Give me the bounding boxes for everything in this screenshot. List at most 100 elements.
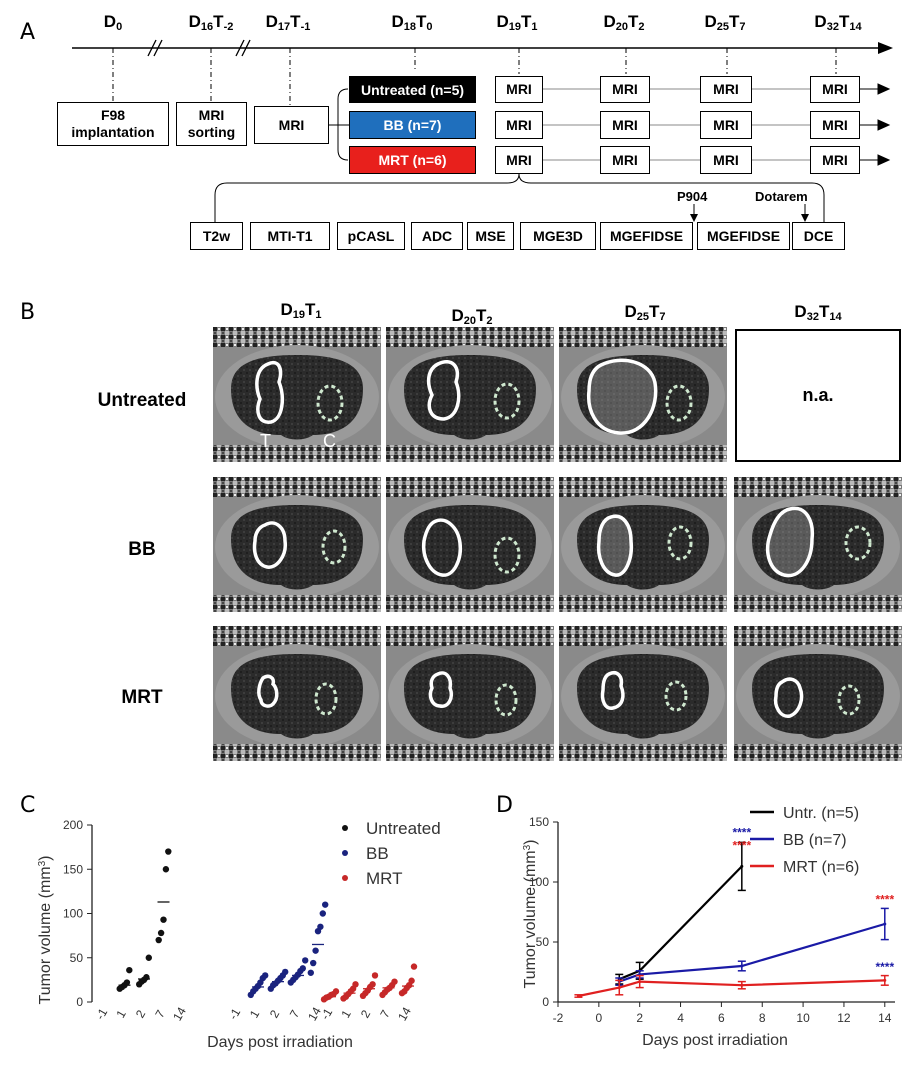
x-tick-label: 4 — [677, 1011, 684, 1025]
data-point — [332, 988, 340, 995]
column-header: D25T7 — [624, 302, 666, 323]
contralateral-roi — [667, 525, 693, 561]
data-point — [126, 966, 133, 974]
series-line — [578, 979, 885, 998]
column-header: D20T2 — [451, 306, 493, 327]
x-tick-label: 2 — [636, 1011, 643, 1025]
sequence-box: MGE3D — [520, 222, 596, 250]
implantation-box: F98 implantation — [57, 102, 169, 146]
x-tick-label: -1 — [318, 1006, 336, 1023]
mri-image-mrt-d19 — [213, 626, 381, 761]
contralateral-roi — [837, 684, 861, 716]
timepoint-label: D25T7 — [704, 12, 746, 33]
timepoint-label: D16T-2 — [188, 12, 234, 33]
panel-d-letter: D — [496, 793, 513, 818]
group-untreated-box: Untreated (n=5) — [349, 76, 476, 103]
legend: Untreated BB MRT — [342, 819, 441, 888]
timeline-svg — [72, 39, 893, 222]
panel-c-letter: C — [20, 793, 36, 818]
tumor-roi — [596, 514, 634, 577]
data-point — [319, 910, 326, 917]
timepoint-label: D18T0 — [391, 12, 433, 33]
sequence-box: pCASL — [337, 222, 405, 250]
tumor-roi — [773, 677, 804, 718]
y-tick-label: 100 — [63, 907, 83, 921]
mri-image-mrt-d20 — [386, 626, 554, 761]
tumor-roi — [765, 506, 815, 578]
x-tick-label: 14 — [170, 1004, 189, 1023]
x-tick-label: 2 — [267, 1007, 283, 1020]
x-tick-label: 14 — [878, 1011, 892, 1025]
mri-box: MRI — [600, 76, 650, 103]
legend-label-mrt: MRT — [366, 869, 403, 888]
contralateral-roi — [493, 536, 521, 574]
group-bb-box: BB (n=7) — [349, 111, 476, 139]
mri-box: MRI — [495, 111, 543, 139]
tumor-roi — [255, 361, 285, 424]
mri-image-bb-d20 — [386, 477, 554, 612]
data-point — [262, 972, 269, 979]
legend-marker-bb — [342, 850, 348, 856]
x-tick-label: 7 — [287, 1007, 303, 1020]
data-point — [165, 848, 172, 855]
y-tick-label: 50 — [70, 951, 84, 965]
tumor-roi — [257, 674, 279, 708]
y-tick-label: 150 — [529, 815, 549, 829]
contralateral-roi — [494, 683, 518, 717]
mri-image-untreated-d25 — [559, 327, 727, 462]
legend-label-bb: BB (n=7) — [783, 832, 847, 849]
timeline-break — [235, 39, 245, 57]
y-tick-label: 100 — [529, 875, 549, 889]
data-point — [307, 969, 314, 976]
mri-box: MRI — [495, 146, 543, 174]
data-point — [282, 968, 289, 976]
mri-image-bb-d19 — [213, 477, 381, 612]
x-tick-label: 1 — [338, 1007, 354, 1020]
panel-a-letter: A — [20, 20, 36, 45]
timeline-break — [241, 39, 251, 57]
x-tick-label: 8 — [759, 1011, 766, 1025]
x-axis-label: Days post irradiation — [207, 1034, 353, 1051]
contralateral-roi — [493, 382, 521, 420]
legend-marker-mrt — [342, 875, 348, 881]
data-point — [145, 954, 152, 961]
row-label-mrt: MRT — [121, 687, 163, 708]
timepoint-label: D19T1 — [496, 12, 538, 33]
data-point — [883, 978, 887, 982]
panel-b-letter: B — [20, 300, 36, 325]
chart-marks: **************** — [574, 825, 894, 998]
mri-box: MRI — [700, 76, 752, 103]
data-point — [883, 922, 887, 926]
y-tick-label: 200 — [63, 818, 83, 832]
data-point — [312, 947, 319, 954]
x-tick-label: 2 — [133, 1007, 149, 1020]
sequence-brace — [214, 173, 825, 222]
data-point — [299, 965, 306, 972]
data-point — [740, 983, 744, 987]
mri-box: MRI — [600, 146, 650, 174]
timepoint-ticks — [112, 48, 837, 106]
y-tick-label: 50 — [536, 935, 550, 949]
x-tick-label: 2 — [358, 1007, 374, 1020]
x-tick-label: 10 — [796, 1011, 810, 1025]
mri-image-bb-d25 — [559, 477, 727, 612]
data-point — [576, 994, 580, 998]
mri-box: MRI — [810, 111, 860, 139]
data-point — [391, 978, 398, 985]
data-point — [157, 929, 165, 937]
sequence-box: MGEFIDSE — [697, 222, 790, 250]
mri-image-untreated-d20 — [386, 327, 554, 462]
x-tick-label: 6 — [718, 1011, 725, 1025]
data-point — [162, 866, 170, 873]
x-tick-label: 14 — [305, 1004, 324, 1023]
sequence-box: MSE — [467, 222, 514, 250]
x-tick-label: 1 — [247, 1007, 263, 1020]
y-tick-label: 0 — [76, 995, 83, 1009]
chart-axes: 0 50 100 150 -2 0 2 4 6 8 10 12 14 — [529, 815, 895, 1025]
row-label-untreated: Untreated — [97, 390, 187, 411]
group-bracket — [329, 88, 349, 161]
legend-label-untreated: Untr. (n=5) — [783, 805, 859, 822]
mri-box: MRI — [495, 76, 543, 103]
tumor-roi — [426, 360, 461, 421]
